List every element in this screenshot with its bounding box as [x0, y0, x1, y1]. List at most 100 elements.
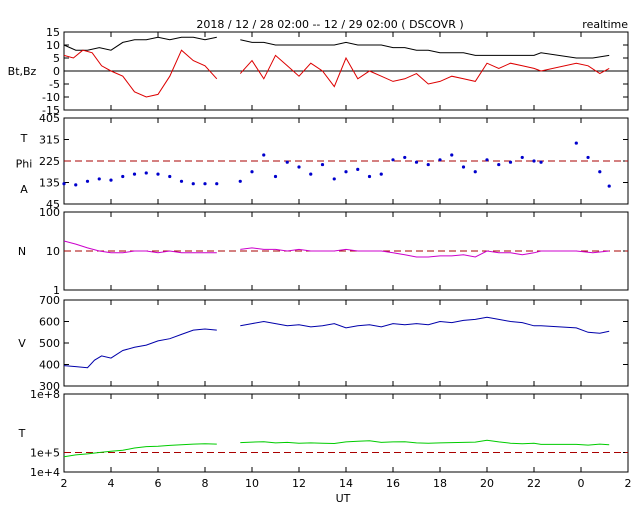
y-tick-label: 10	[46, 39, 60, 52]
x-tick-label: 12	[292, 477, 306, 490]
data-point-phi	[539, 160, 543, 164]
data-point-phi	[520, 155, 524, 160]
data-point-phi	[473, 170, 477, 174]
series-line-bz	[63, 49, 610, 98]
data-point-phi	[121, 174, 125, 179]
y-tick-label: 100	[39, 206, 60, 219]
y-tick-label: 500	[39, 337, 60, 350]
panel-speed: 700 600 500 400 300 V	[18, 294, 629, 393]
data-point-phi	[598, 170, 602, 174]
x-tick-label: 8	[202, 477, 209, 490]
y-axis-label: V	[18, 337, 26, 350]
y-tick-label: 0	[53, 65, 60, 78]
y-axis-label: T	[18, 427, 26, 440]
y-tick-label: 400	[39, 359, 60, 372]
data-point-phi	[461, 165, 466, 169]
data-point-phi	[309, 172, 313, 176]
y-tick-label: 15	[46, 26, 60, 39]
data-point-phi	[62, 182, 66, 186]
data-point-phi	[367, 174, 372, 179]
data-point-phi	[344, 170, 348, 174]
data-point-phi	[191, 182, 195, 186]
x-tick-label: 10	[245, 477, 259, 490]
data-point-phi	[607, 184, 611, 188]
data-point-phi	[74, 183, 78, 187]
data-point-phi	[438, 158, 442, 162]
data-point-phi	[414, 160, 419, 164]
y-tick-label: 5	[53, 52, 60, 65]
y-axis-label: Bt,Bz	[8, 65, 37, 78]
data-point-phi	[203, 182, 207, 186]
panel-density: 100 10 1 N	[18, 206, 629, 297]
data-point-phi	[285, 160, 289, 164]
y-axis-label: T	[20, 132, 28, 145]
x-tick-label: 22	[527, 477, 541, 490]
data-point-phi	[297, 165, 301, 169]
y-axis-label: N	[18, 245, 26, 258]
y-tick-label: -10	[42, 91, 60, 104]
y-tick-label: -5	[49, 78, 60, 91]
y-tick-label: 135	[39, 177, 60, 190]
x-tick-label: 18	[433, 477, 447, 490]
panel-frame	[63, 393, 629, 473]
y-tick-label: 700	[39, 294, 60, 307]
data-point-phi	[356, 167, 360, 171]
data-point-phi	[508, 160, 513, 164]
data-point-phi	[262, 153, 266, 157]
data-point-phi	[379, 172, 383, 176]
data-point-phi	[179, 179, 184, 183]
data-point-phi	[238, 179, 242, 183]
x-tick-label: 16	[386, 477, 400, 490]
x-tick-label: 4	[108, 477, 115, 490]
x-tick-label: 6	[155, 477, 162, 490]
y-tick-label: 1e+8	[30, 388, 60, 401]
x-tick-label: 2	[61, 477, 68, 490]
x-tick-label: 2	[625, 477, 632, 490]
panel-field-angle: 405 315 225 135 45 T Phi A	[16, 112, 629, 211]
data-point-phi	[450, 153, 454, 157]
y-tick-label: 600	[39, 316, 60, 329]
data-point-phi	[574, 141, 578, 145]
data-point-phi	[403, 155, 407, 160]
data-point-phi	[332, 177, 336, 181]
data-point-phi	[250, 170, 254, 174]
y-axis-label: Phi	[16, 158, 33, 171]
series-line-n	[63, 240, 610, 258]
data-point-phi	[156, 172, 160, 176]
data-point-phi	[215, 182, 219, 186]
x-tick-label: 20	[480, 477, 494, 490]
data-point-phi	[391, 158, 395, 162]
data-point-phi	[320, 162, 325, 167]
y-tick-label: 1e+5	[30, 447, 60, 460]
y-tick-label: 10	[46, 245, 60, 258]
data-point-phi	[485, 158, 489, 162]
y-tick-label: 1	[53, 284, 60, 297]
data-point-phi	[497, 162, 501, 167]
panel-temperature: 1e+8 1e+5 1e+4 T	[18, 388, 629, 479]
chart-title: 2018 / 12 / 28 02:00 -- 12 / 29 02:00 ( …	[196, 18, 463, 31]
y-tick-label: 1e+4	[30, 466, 60, 479]
x-axis-label: UT	[336, 492, 351, 505]
x-tick-label: 14	[339, 477, 353, 490]
series-line-t	[63, 439, 610, 458]
y-tick-label: 405	[39, 112, 60, 125]
realtime-label: realtime	[582, 18, 628, 31]
data-point-phi	[168, 174, 172, 179]
data-point-phi	[273, 174, 278, 179]
x-tick-label: 0	[578, 477, 585, 490]
data-point-phi	[109, 178, 113, 182]
y-axis-label: A	[20, 183, 28, 196]
series-line-bt	[63, 36, 610, 59]
y-tick-label: 315	[39, 134, 60, 147]
data-point-phi	[426, 162, 430, 167]
data-point-phi	[97, 177, 101, 181]
panel-frame	[63, 299, 629, 387]
data-point-phi	[132, 172, 137, 176]
data-point-phi	[586, 155, 590, 160]
data-point-phi	[85, 179, 90, 183]
series-line-v	[63, 316, 610, 369]
y-tick-label: -15	[42, 104, 60, 117]
